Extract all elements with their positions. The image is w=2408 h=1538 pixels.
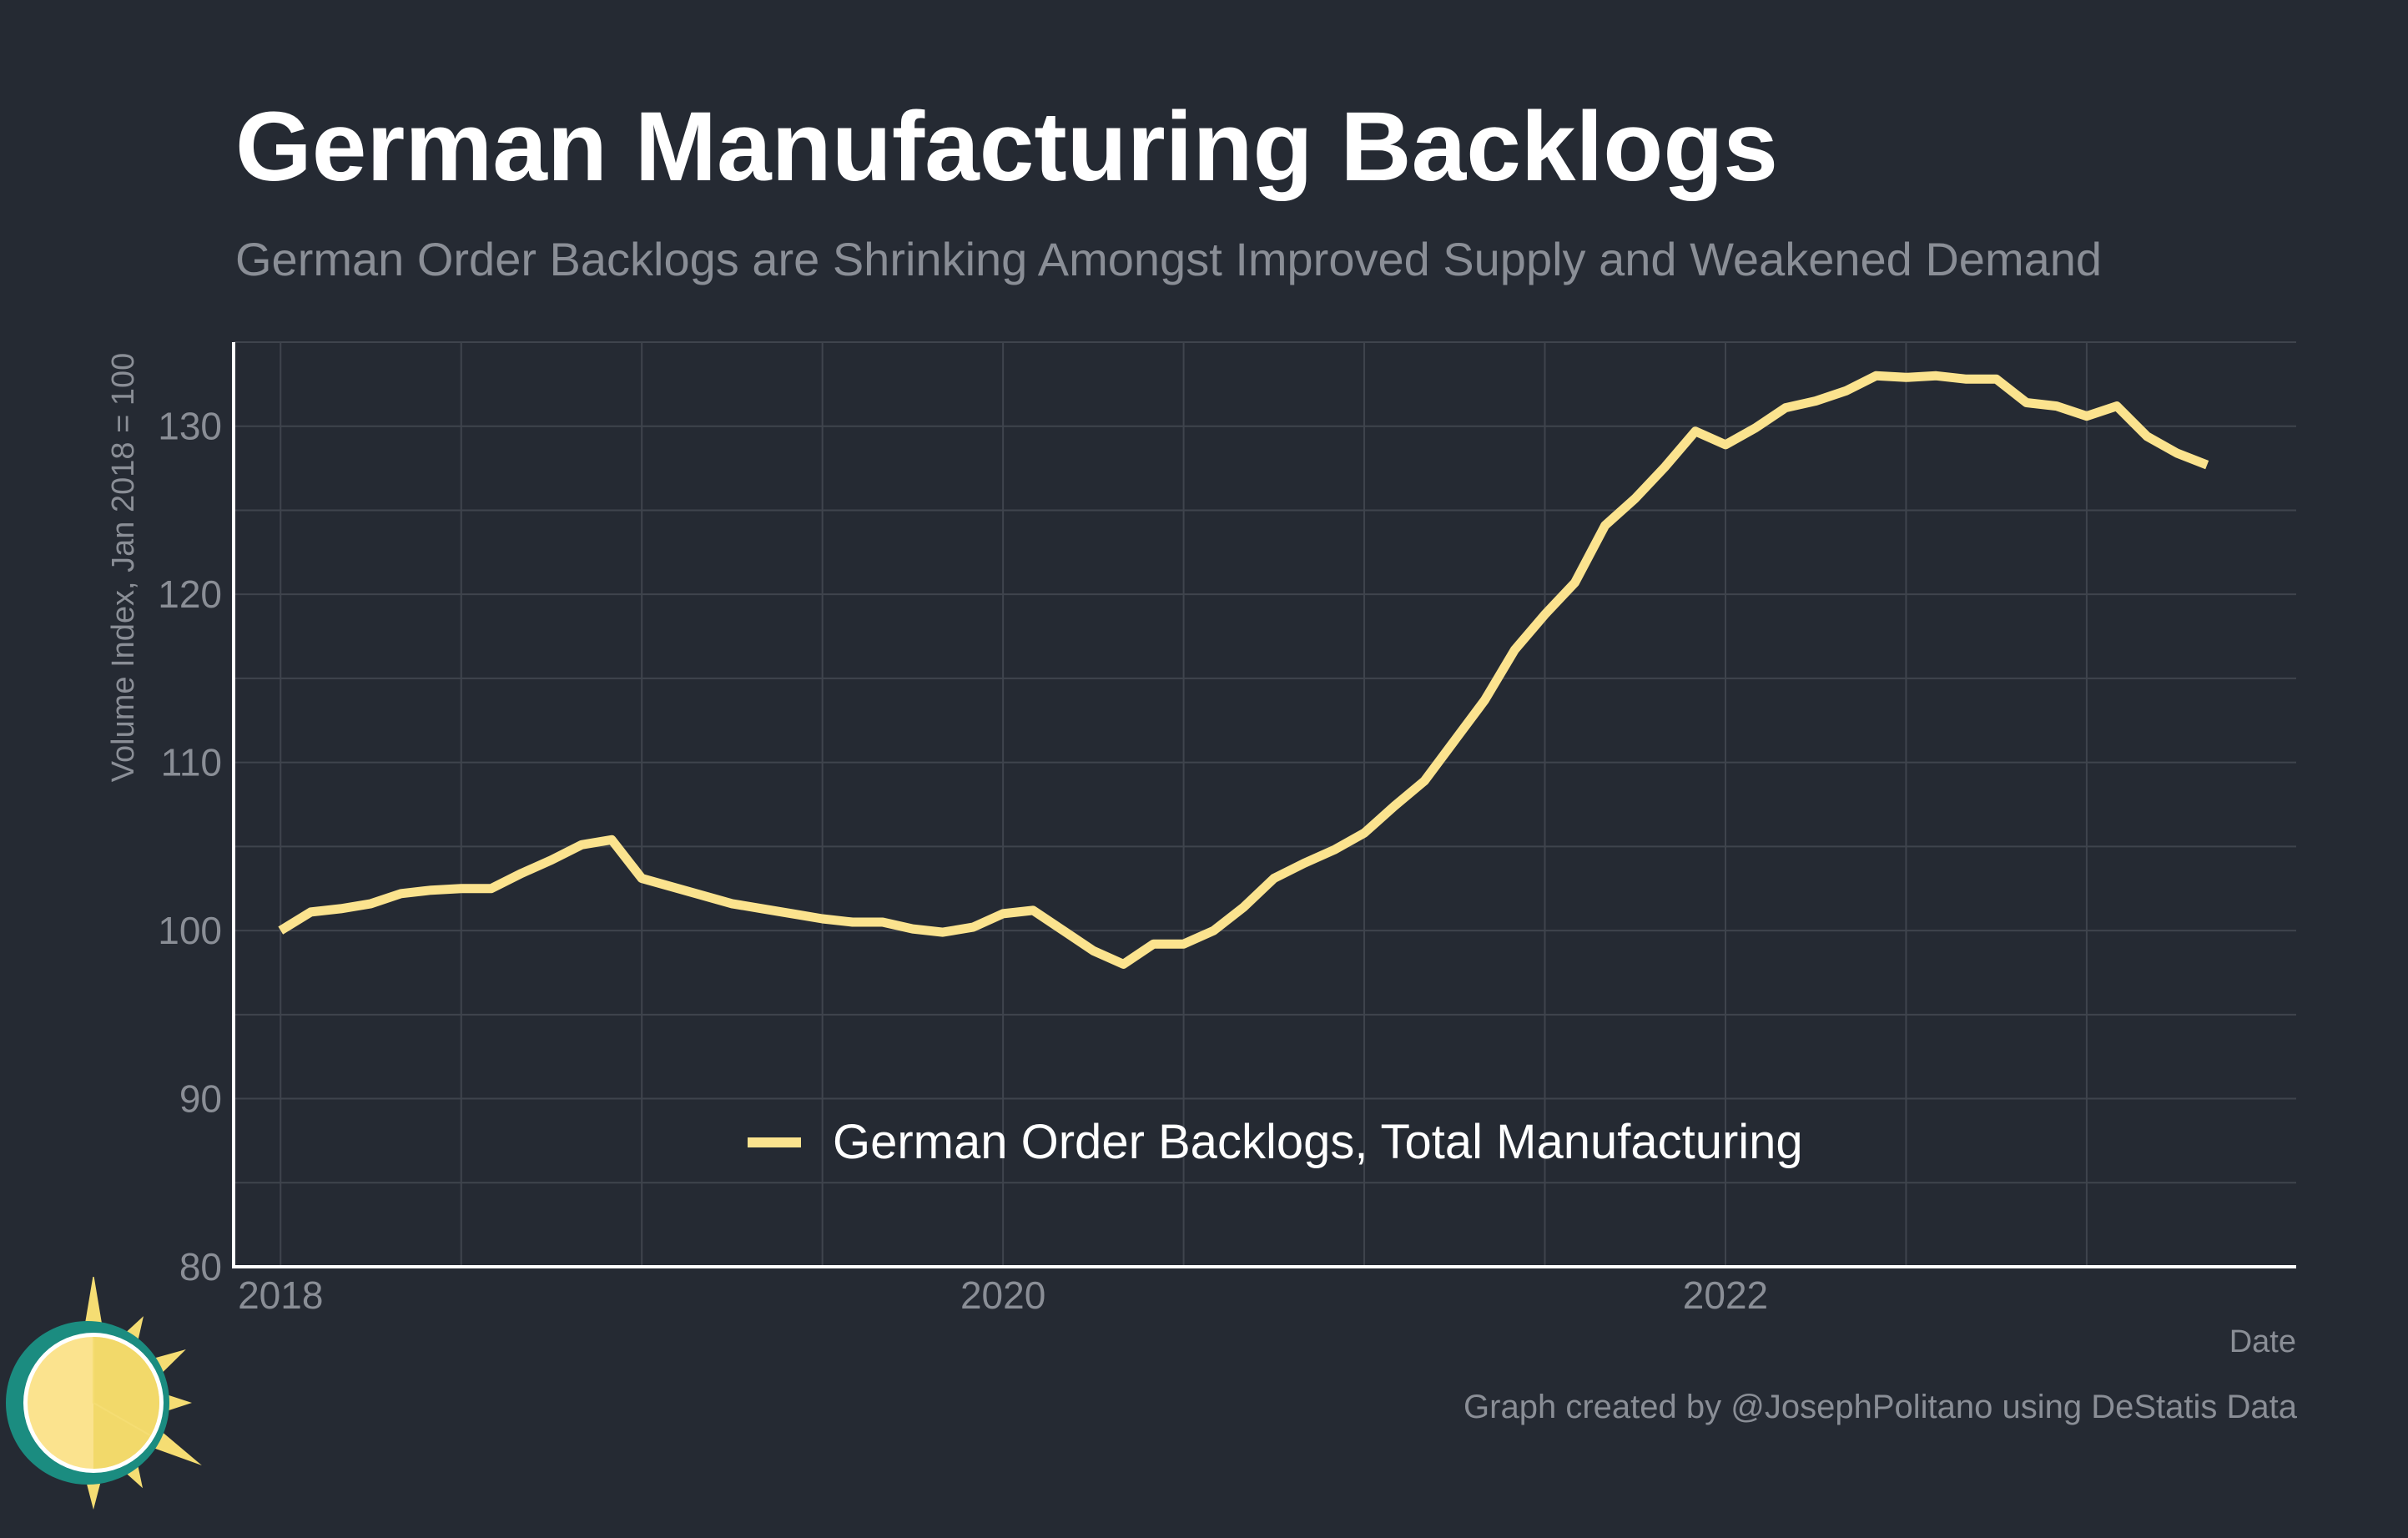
y-tick-labels: 80 90 100 110 120 130 (158, 405, 222, 1288)
x-tick-label: 2022 (1683, 1273, 1768, 1317)
y-tick-label: 110 (161, 741, 222, 784)
y-tick-label: 100 (158, 909, 222, 952)
legend[interactable]: German Order Backlogs, Total Manufacturi… (748, 1115, 1803, 1169)
y-tick-label: 90 (179, 1077, 222, 1121)
x-tick-label: 2018 (238, 1273, 323, 1317)
legend-label: German Order Backlogs, Total Manufacturi… (833, 1115, 1803, 1169)
x-tick-label: 2020 (960, 1273, 1045, 1317)
x-axis-label: Date (2229, 1324, 2296, 1359)
chart-title: German Manufacturing Backlogs (235, 92, 1779, 202)
sun-clock-hand (93, 1337, 151, 1436)
source-credit: Graph created by @JosephPolitano using D… (1463, 1389, 2297, 1425)
x-tick-labels: 2018 2020 2022 (238, 1273, 1768, 1317)
series-group (278, 371, 2209, 969)
series-line (278, 371, 2209, 969)
y-tick-label: 120 (158, 572, 222, 616)
y-tick-label: 80 (179, 1245, 222, 1288)
y-axis-label: Volume Index, Jan 2018 = 100 (106, 353, 141, 782)
sun-shade (93, 1337, 159, 1469)
sun-icon (6, 1277, 202, 1510)
y-tick-label: 130 (158, 405, 222, 448)
chart-subtitle: German Order Backlogs are Shrinking Amon… (235, 233, 2103, 285)
